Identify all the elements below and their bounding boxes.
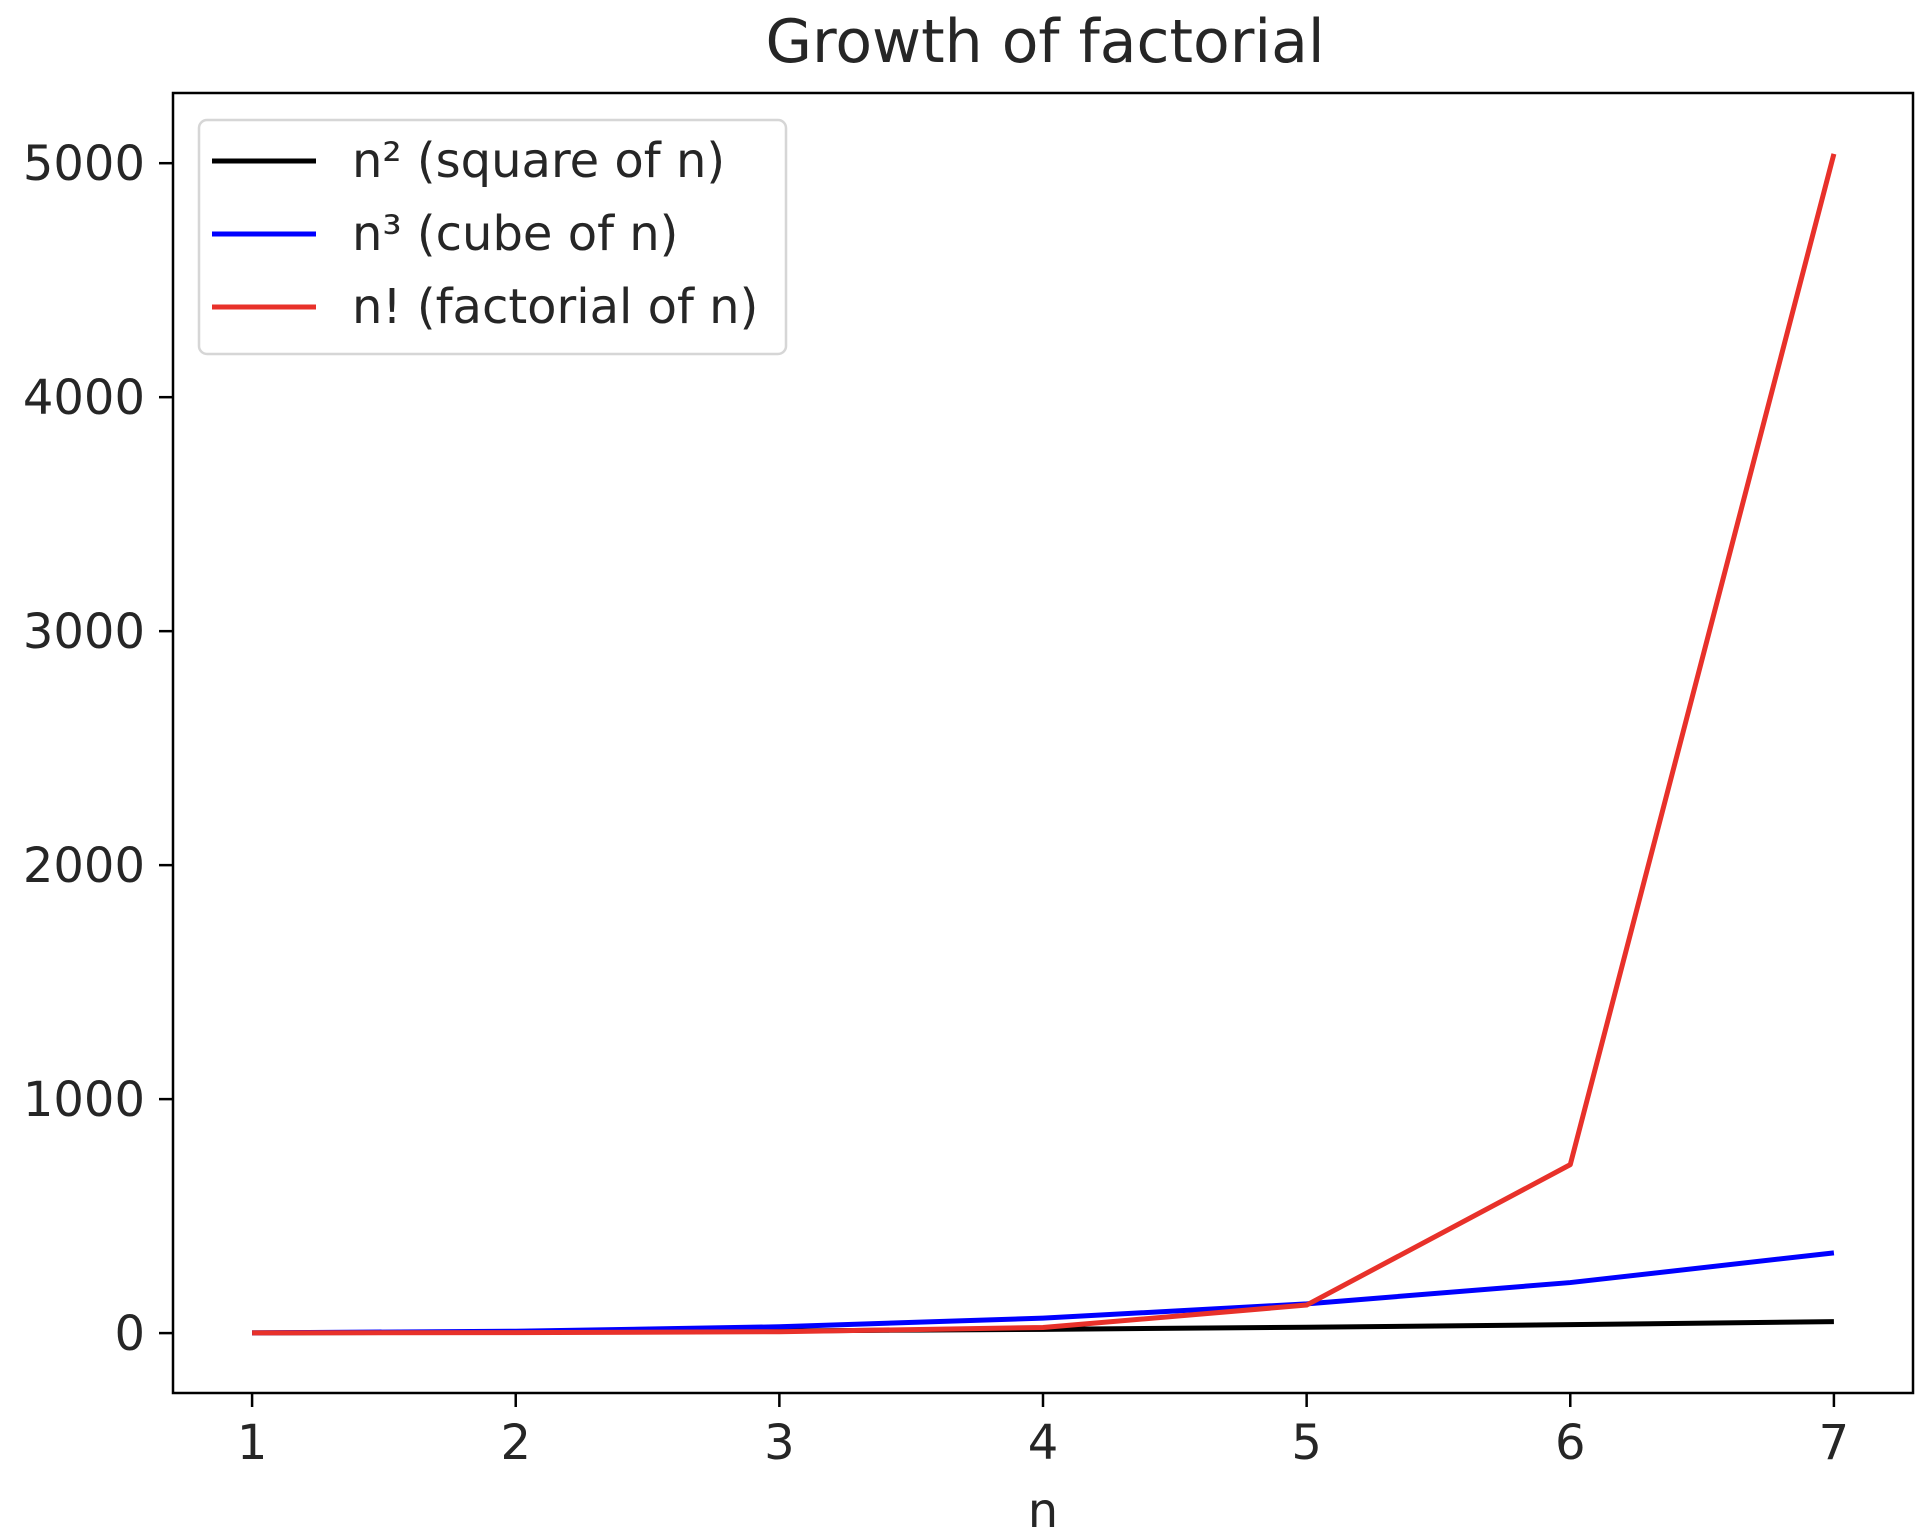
y-tick-label-1: 1000 (23, 1072, 145, 1128)
series-layer (252, 153, 1837, 1336)
x-tick-label-5: 6 (1555, 1415, 1586, 1471)
legend-box (197, 118, 788, 356)
y-tick-label-2: 2000 (23, 838, 145, 894)
x-axis: 1 2 3 4 5 6 7 (237, 1393, 1849, 1471)
x-tick-label-4: 5 (1291, 1415, 1322, 1471)
legend-label-0: n² (square of n) (352, 133, 725, 189)
x-tick-label-1: 2 (500, 1415, 531, 1471)
y-tick-label-3: 3000 (23, 604, 145, 660)
legend: n² (square of n) n³ (cube of n) n! (factor… (197, 118, 788, 356)
y-tick-label-0: 0 (114, 1306, 145, 1362)
series-line-2 (252, 153, 1837, 1336)
legend-label-1: n³ (cube of n) (352, 206, 678, 262)
y-axis: 0 1000 2000 3000 4000 5000 (23, 136, 173, 1362)
x-tick-label-3: 4 (1028, 1415, 1059, 1471)
y-tick-label-4: 4000 (23, 370, 145, 426)
legend-label-2: n! (factorial of n) (352, 279, 758, 335)
x-tick-label-2: 3 (764, 1415, 795, 1471)
chart-title: Growth of factorial (765, 7, 1324, 77)
x-tick-label-0: 1 (237, 1415, 268, 1471)
y-tick-label-5: 5000 (23, 136, 145, 192)
x-axis-label: n (1028, 1483, 1058, 1534)
x-tick-label-6: 7 (1819, 1415, 1850, 1471)
